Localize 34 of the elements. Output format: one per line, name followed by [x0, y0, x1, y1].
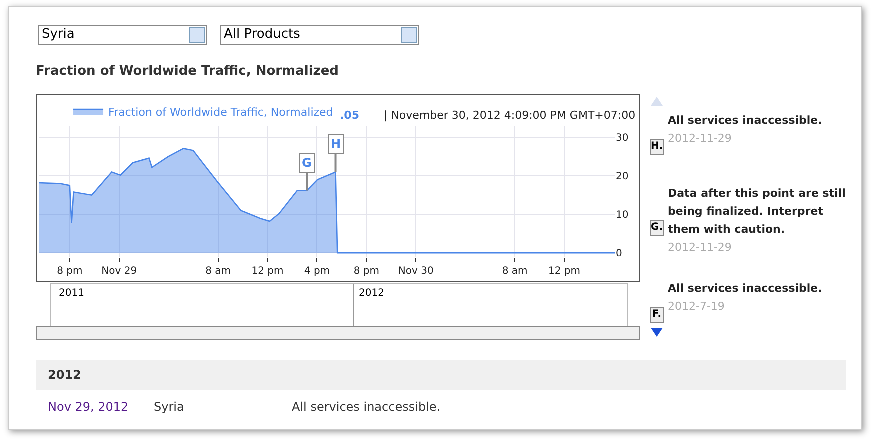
x-tick-label: 8 am — [502, 266, 528, 277]
y-tick-label: 30 — [616, 133, 629, 144]
x-tick-label: 12 pm — [252, 266, 284, 277]
x-tick-label: Nov 29 — [102, 266, 138, 277]
text: 2012-7-19 — [668, 299, 726, 315]
text: All services inaccessible. — [292, 399, 441, 416]
text: Data after this point are still being finalized. Interpret them with caution. — [668, 187, 846, 236]
y-tick-label: 10 — [616, 210, 629, 222]
text: | November 30, 2012 4:09:00 PM GMT+07:00 — [384, 109, 636, 122]
text: Syria — [154, 399, 184, 416]
annotation: H — [331, 137, 342, 151]
x-tick-label: 12 pm — [548, 266, 581, 277]
annotation: G — [302, 156, 312, 170]
text: G. — [650, 220, 664, 236]
text: All services inaccessible. — [668, 282, 822, 295]
x-tick-label: 8 pm — [57, 266, 83, 277]
text: All services inaccessible. — [668, 114, 822, 127]
x-tick-label: 8 pm — [354, 266, 380, 277]
text: H. — [650, 139, 664, 155]
x-tick-label: 8 am — [206, 266, 231, 277]
text: 2012-11-29 — [668, 240, 733, 256]
x-tick-label: 4 pm — [304, 266, 330, 277]
text: All Products — [224, 27, 300, 42]
text: F. — [650, 307, 664, 323]
text: Nov 29, 2012 — [48, 399, 129, 416]
legend-label: Fraction of Worldwide Traffic, Normalized — [108, 106, 334, 119]
text: .05 — [340, 109, 360, 122]
text: 2012-11-29 — [668, 131, 733, 147]
y-tick-label: 20 — [616, 172, 629, 183]
text: Syria — [42, 27, 75, 42]
x-tick-label: Nov 30 — [398, 266, 434, 277]
y-tick-label: 0 — [616, 248, 622, 260]
text: 2012 — [36, 360, 846, 390]
chart-title: Fraction of Worldwide Traffic, Normalized — [36, 64, 339, 79]
